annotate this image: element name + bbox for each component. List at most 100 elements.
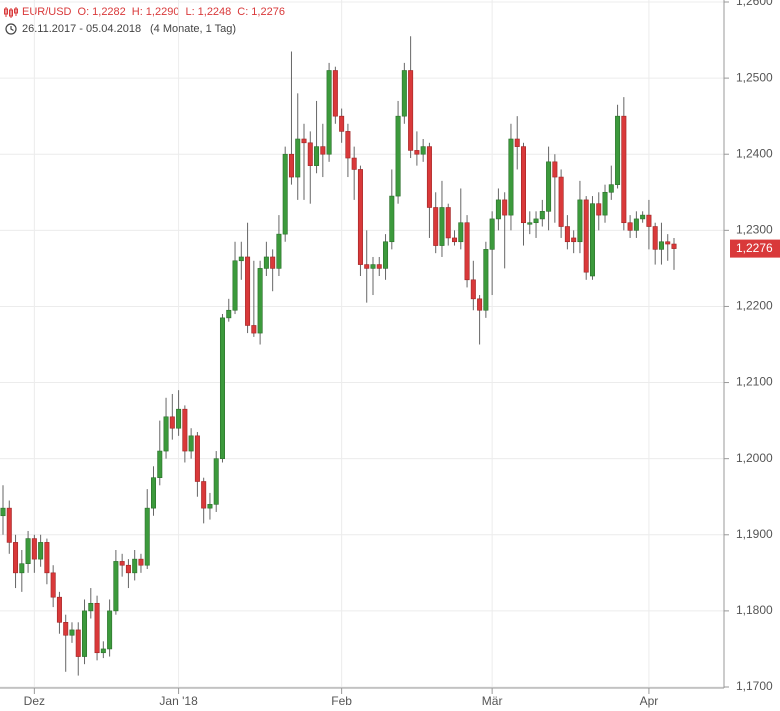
- candle-body: [119, 561, 125, 566]
- candle-body: [151, 477, 157, 509]
- candle-body: [25, 538, 31, 564]
- candle-body: [182, 408, 188, 452]
- candle-body: [0, 507, 6, 517]
- candle-body: [558, 176, 564, 227]
- candle-body: [364, 264, 370, 269]
- candle-body: [414, 150, 420, 155]
- y-tick-label: 1,1800: [736, 603, 773, 617]
- candle-body: [144, 507, 150, 566]
- candle-body: [157, 450, 163, 478]
- candle-body: [608, 184, 614, 193]
- candle-body: [100, 648, 106, 654]
- legend-value: 1,2276: [251, 6, 285, 18]
- candle-body: [571, 237, 577, 243]
- candle-body: [238, 256, 244, 262]
- candle-body: [345, 131, 351, 159]
- date-range: 26.11.2017 - 05.04.2018: [22, 23, 141, 35]
- legend: EUR/USD O: 1,2282 H: 1,2290 L: 1,2248 C: 1,2276 …: [4, 6, 285, 35]
- candle-body: [213, 458, 219, 505]
- candle-body: [483, 249, 489, 311]
- y-tick-label: 1,2000: [736, 451, 773, 465]
- candle-body: [207, 504, 213, 509]
- legend-key: C:: [237, 6, 248, 18]
- candle-body: [194, 435, 200, 482]
- candle-body: [219, 317, 225, 459]
- legend-value: 1,2290: [146, 6, 180, 18]
- candle-body: [263, 256, 269, 269]
- candle-body: [314, 146, 320, 166]
- candle-body: [339, 115, 345, 132]
- candle-body: [583, 199, 589, 273]
- last-price-tag: [730, 239, 780, 258]
- candle-body: [577, 199, 583, 243]
- candle-body: [615, 115, 621, 185]
- candle-body: [125, 564, 131, 574]
- candle-body: [257, 268, 263, 334]
- candle-body: [376, 264, 382, 269]
- candle-body: [420, 146, 426, 155]
- x-tick-label: Dez: [24, 694, 45, 708]
- legend-symbol: EUR/USD: [22, 6, 72, 18]
- candle-body: [44, 542, 50, 574]
- candle-body: [658, 241, 664, 250]
- candle-body: [533, 218, 539, 224]
- candle-body: [464, 222, 470, 281]
- candle-body: [671, 243, 677, 249]
- x-tick-label: Jan '18: [159, 694, 198, 708]
- candle-body: [665, 241, 671, 245]
- candle-body: [63, 622, 69, 636]
- legend-value: 1,2248: [198, 6, 232, 18]
- candle-body: [226, 309, 232, 319]
- candle-body: [408, 70, 414, 151]
- x-tick-label: Mär: [482, 694, 503, 708]
- candle-body: [470, 279, 476, 300]
- candle-body: [627, 222, 633, 231]
- y-tick-label: 1,2200: [736, 299, 773, 313]
- legend-key: L:: [185, 6, 194, 18]
- candle-body: [282, 153, 288, 235]
- candle-body: [383, 241, 389, 269]
- candle-body: [646, 214, 652, 227]
- candle-body: [489, 218, 495, 250]
- candle-body: [276, 233, 282, 269]
- candle-body: [82, 610, 88, 657]
- candle-body: [56, 596, 62, 623]
- candle-body: [232, 260, 238, 311]
- candle-body: [19, 563, 25, 574]
- candle-body: [370, 264, 376, 269]
- candle-body: [307, 142, 313, 166]
- candle-body: [332, 70, 338, 117]
- candle-body: [495, 199, 501, 220]
- candle-body: [602, 191, 608, 216]
- candle-body: [596, 203, 602, 216]
- candle-body: [426, 146, 432, 208]
- candle-body: [13, 542, 19, 574]
- y-tick-label: 1,1900: [736, 527, 773, 541]
- candle-body: [69, 629, 75, 636]
- y-tick-label: 1,2100: [736, 375, 773, 389]
- legend-value: 1,2282: [92, 6, 126, 18]
- candle-body: [163, 416, 169, 452]
- candle-body: [201, 481, 207, 509]
- candles: [0, 36, 677, 676]
- candle-body: [50, 572, 56, 598]
- candle-body: [502, 199, 508, 216]
- candle-icon: [4, 7, 18, 18]
- candle-body: [389, 195, 395, 243]
- candle-body: [132, 558, 138, 574]
- candle-body: [552, 161, 558, 178]
- candle-body: [640, 214, 646, 220]
- y-tick-label: 1,1700: [736, 679, 773, 693]
- candle-body: [633, 218, 639, 231]
- candle-body: [138, 558, 144, 566]
- candle-body: [88, 602, 94, 612]
- y-tick-label: 1,2400: [736, 146, 773, 160]
- candle-body: [320, 146, 326, 155]
- candle-body: [326, 70, 332, 155]
- candle-body: [621, 115, 627, 224]
- candle-body: [251, 325, 257, 334]
- candle-body: [107, 610, 113, 650]
- candle-body: [564, 226, 570, 243]
